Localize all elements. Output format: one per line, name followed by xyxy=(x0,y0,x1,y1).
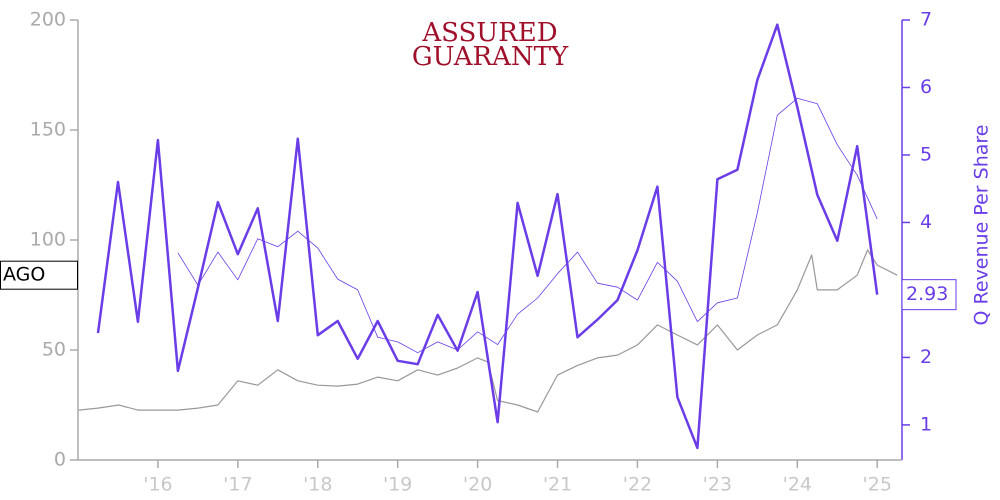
x-tick-label: '19 xyxy=(383,474,412,496)
y-tick-label: 150 xyxy=(30,119,66,141)
y2-tick-label: 4 xyxy=(920,211,932,233)
x-tick-label: '18 xyxy=(303,474,332,496)
x-tick-label: '16 xyxy=(143,474,172,496)
y-tick-label: 200 xyxy=(30,9,66,31)
data-line xyxy=(96,23,879,450)
logo: ASSURED xyxy=(421,18,557,48)
end-label-box xyxy=(901,279,957,311)
series-label-box xyxy=(0,260,78,290)
y2-tick-label: 7 xyxy=(920,9,932,31)
x-tick-label: '22 xyxy=(623,474,652,496)
y-tick-label: 50 xyxy=(42,339,66,361)
logo: GUARANTY xyxy=(412,42,569,72)
x-tick-label: '20 xyxy=(463,474,492,496)
series-label: AGO xyxy=(3,264,45,286)
y2-tick-label: 2 xyxy=(920,346,932,368)
x-tick-label: '25 xyxy=(863,474,892,496)
y2-tick-label: 1 xyxy=(920,413,932,435)
end-label: 2.93 xyxy=(906,283,948,305)
y2-tick-label: 5 xyxy=(920,143,932,165)
x-tick-label: '24 xyxy=(783,474,812,496)
y-tick-label: 100 xyxy=(30,229,66,251)
x-tick-label: '23 xyxy=(703,474,732,496)
x-tick-label: '17 xyxy=(223,474,252,496)
data-line xyxy=(177,97,878,354)
x-tick-label: '21 xyxy=(543,474,572,496)
data-line xyxy=(78,249,898,413)
y-tick-label: 0 xyxy=(54,449,66,471)
y2-tick-label: 6 xyxy=(920,76,932,98)
y2-axis-title: Q Revenue Per Share xyxy=(971,125,993,326)
